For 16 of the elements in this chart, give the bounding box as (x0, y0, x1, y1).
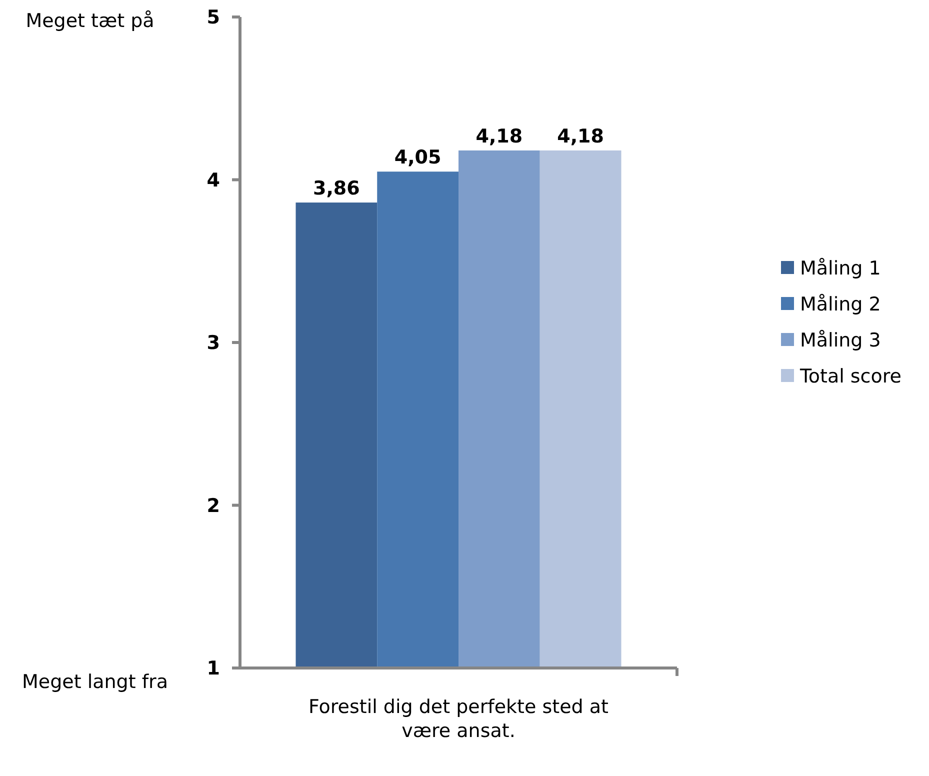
legend-label: Måling 2 (800, 294, 881, 316)
data-label: 3,86 (312, 178, 360, 200)
y-tick-label: 4 (206, 169, 220, 192)
y-tick-label: 1 (206, 658, 220, 680)
y-tick-label: 2 (206, 494, 220, 517)
data-label: 4,05 (394, 146, 442, 169)
legend-label: Total score (799, 366, 902, 388)
data-label: 4,18 (476, 125, 523, 148)
x-tick-label: Forestil dig det perfekte sted at være ansat. (308, 696, 608, 742)
legend-label: Måling 3 (800, 330, 881, 352)
y-tick-label: 3 (206, 332, 220, 354)
data-label: 4,18 (557, 125, 604, 148)
text: Meget langt fra (22, 671, 168, 693)
text: Meget tæt på (26, 10, 154, 32)
legend-label: Måling 1 (800, 258, 881, 280)
y-tick-label: 5 (206, 6, 220, 29)
